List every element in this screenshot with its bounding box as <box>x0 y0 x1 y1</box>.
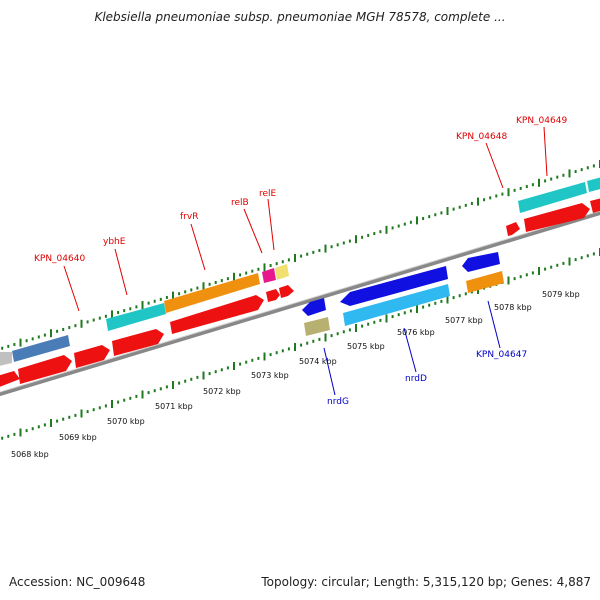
map-title: Klebsiella pneumoniae subsp. pneumoniae … <box>94 10 506 24</box>
ruler-label: 5072 kbp <box>203 387 241 396</box>
gene-feature[interactable] <box>343 284 450 326</box>
gene-arrow[interactable] <box>462 252 500 272</box>
gene-feature[interactable] <box>275 264 289 280</box>
gene-feature[interactable] <box>0 352 12 368</box>
genome-summary-text: Topology: circular; Length: 5,315,120 bp… <box>261 575 591 589</box>
gene-feature[interactable] <box>466 271 504 293</box>
label-leaders <box>63 126 548 396</box>
ruler-label: 5076 kbp <box>397 328 435 337</box>
gene-label[interactable]: frvR <box>180 212 198 222</box>
ruler-label: 5079 kbp <box>542 290 580 299</box>
gene-label[interactable]: KPN_04640 <box>34 254 85 264</box>
ruler-label: 5077 kbp <box>445 316 483 325</box>
gene-label[interactable]: KPN_04647 <box>476 350 527 360</box>
ruler-label: 5074 kbp <box>299 357 337 366</box>
ruler-label: 5073 kbp <box>251 371 289 380</box>
gene-feature[interactable] <box>304 317 330 336</box>
gene-label[interactable]: KPN_04649 <box>516 116 567 126</box>
ruler-labels: 5068 kbp 5069 kbp 5070 kbp 5071 kbp 5072 kbp… <box>11 290 580 459</box>
forward-ruler-ticks <box>1 160 600 350</box>
gene-feature[interactable] <box>587 177 600 192</box>
gene-feature[interactable] <box>106 303 166 331</box>
ruler-label: 5070 kbp <box>107 417 145 426</box>
gene-label[interactable]: ybhE <box>103 237 126 247</box>
ruler-label: 5078 kbp <box>494 303 532 312</box>
gene-feature[interactable] <box>262 268 276 283</box>
reverse-ruler-ticks <box>1 248 600 440</box>
gene-label[interactable]: relB <box>231 198 249 208</box>
gene-arrow[interactable] <box>524 203 590 232</box>
gene-arrow[interactable] <box>170 295 264 334</box>
ruler-label: 5075 kbp <box>347 342 385 351</box>
genome-backbone-highlight <box>0 210 600 393</box>
gene-feature[interactable] <box>164 273 260 313</box>
ruler-label: 5071 kbp <box>155 402 193 411</box>
gene-arrow[interactable] <box>340 266 448 306</box>
gene-feature[interactable] <box>12 335 70 362</box>
gene-label[interactable]: KPN_04648 <box>456 132 507 142</box>
gene-arrow[interactable] <box>266 289 280 302</box>
gene-arrow[interactable] <box>506 222 520 236</box>
gene-labels: KPN_04640 ybhE frvR relB relE KPN_04648 … <box>34 116 567 407</box>
gene-feature[interactable] <box>518 182 587 213</box>
gene-arrow[interactable] <box>279 285 294 298</box>
gene-arrow[interactable] <box>0 371 20 390</box>
gene-label[interactable]: nrdG <box>327 397 349 407</box>
gene-arrow[interactable] <box>590 198 600 213</box>
gene-arrow[interactable] <box>112 329 164 356</box>
reverse-track-features <box>302 252 504 336</box>
gene-label[interactable]: nrdD <box>405 374 427 384</box>
ruler-label: 5068 kbp <box>11 450 49 459</box>
gene-arrow[interactable] <box>18 355 72 384</box>
accession-text: Accession: NC_009648 <box>9 575 146 589</box>
forward-track-features <box>0 177 600 390</box>
gene-arrow[interactable] <box>302 298 326 316</box>
gene-arrow[interactable] <box>74 345 110 368</box>
genome-backbone <box>0 210 600 397</box>
gene-label[interactable]: relE <box>259 189 277 199</box>
ruler-label: 5069 kbp <box>59 433 97 442</box>
